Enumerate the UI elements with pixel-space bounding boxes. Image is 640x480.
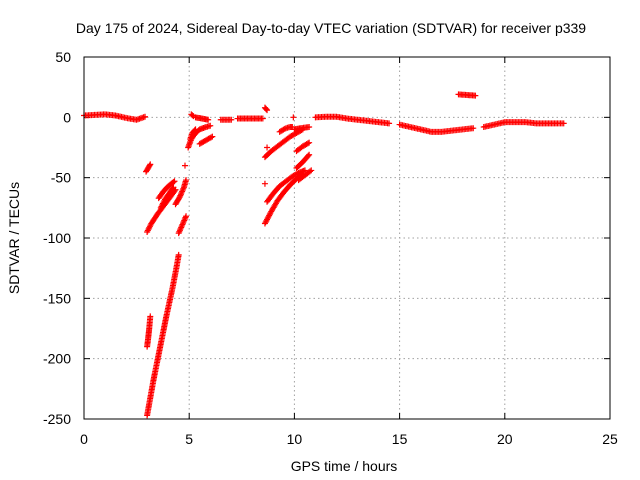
data-point (259, 115, 266, 122)
axis-ticks: 0 5 10 15 20 25 -250 -200 -150 -100 -50 0 50 (43, 49, 618, 447)
data-point (171, 178, 178, 185)
x-axis-label: GPS time / hours (291, 458, 398, 474)
data-point (147, 313, 154, 320)
data-point (264, 107, 271, 114)
data-point (209, 133, 216, 140)
data-point (189, 112, 196, 119)
data-point (472, 92, 479, 99)
data-point (183, 177, 190, 184)
data-point (182, 214, 189, 221)
data-point (191, 127, 198, 134)
data-point (263, 106, 270, 113)
y-axis-label: SDTVAR / TECUs (6, 182, 22, 294)
data-point (281, 125, 288, 132)
y-tick-label: -200 (43, 351, 71, 367)
data-point (308, 167, 315, 174)
x-tick-label: 25 (602, 431, 618, 447)
data-point (192, 126, 199, 133)
y-tick-label: 0 (63, 109, 71, 125)
grid-lines (84, 57, 610, 419)
data-point (181, 216, 188, 223)
y-tick-label: 50 (55, 49, 71, 65)
data-point (170, 179, 177, 186)
data-point (181, 162, 188, 169)
data-point (290, 114, 297, 121)
data-point (142, 113, 149, 120)
data-point (306, 151, 313, 158)
data-point (169, 185, 176, 192)
data-points (81, 91, 567, 419)
data-point (180, 185, 187, 192)
data-point (179, 188, 186, 195)
data-point (183, 213, 190, 220)
data-point (176, 193, 183, 200)
data-point (178, 222, 185, 229)
data-point (177, 192, 184, 199)
data-point (177, 191, 184, 198)
data-point (261, 180, 268, 187)
x-tick-label: 15 (392, 431, 408, 447)
data-point (180, 220, 187, 227)
data-point (228, 116, 235, 123)
data-point (306, 168, 313, 175)
y-tick-label: -50 (51, 170, 71, 186)
data-point (146, 162, 153, 169)
data-point (305, 152, 312, 159)
data-point (179, 187, 186, 194)
data-point (175, 251, 182, 258)
data-point (178, 189, 185, 196)
data-point (179, 221, 186, 228)
data-point (264, 144, 271, 151)
data-point (181, 217, 188, 224)
data-point (208, 134, 215, 141)
data-point (180, 218, 187, 225)
data-point (560, 120, 567, 127)
y-tick-label: -100 (43, 230, 71, 246)
data-point (306, 139, 313, 146)
data-point (147, 161, 154, 168)
data-point (207, 122, 214, 129)
x-tick-label: 5 (185, 431, 193, 447)
data-point (205, 116, 212, 123)
data-point (470, 125, 477, 132)
x-tick-label: 20 (497, 431, 513, 447)
x-tick-label: 0 (80, 431, 88, 447)
data-point (306, 123, 313, 130)
data-point (173, 263, 180, 270)
chart-title: Day 175 of 2024, Sidereal Day-to-day VTE… (76, 20, 586, 36)
plot-frame (83, 56, 611, 420)
data-point (304, 140, 311, 147)
x-tick-label: 10 (287, 431, 303, 447)
data-point (170, 184, 177, 191)
y-tick-label: -150 (43, 290, 71, 306)
data-point (386, 120, 393, 127)
y-tick-label: -250 (43, 411, 71, 427)
